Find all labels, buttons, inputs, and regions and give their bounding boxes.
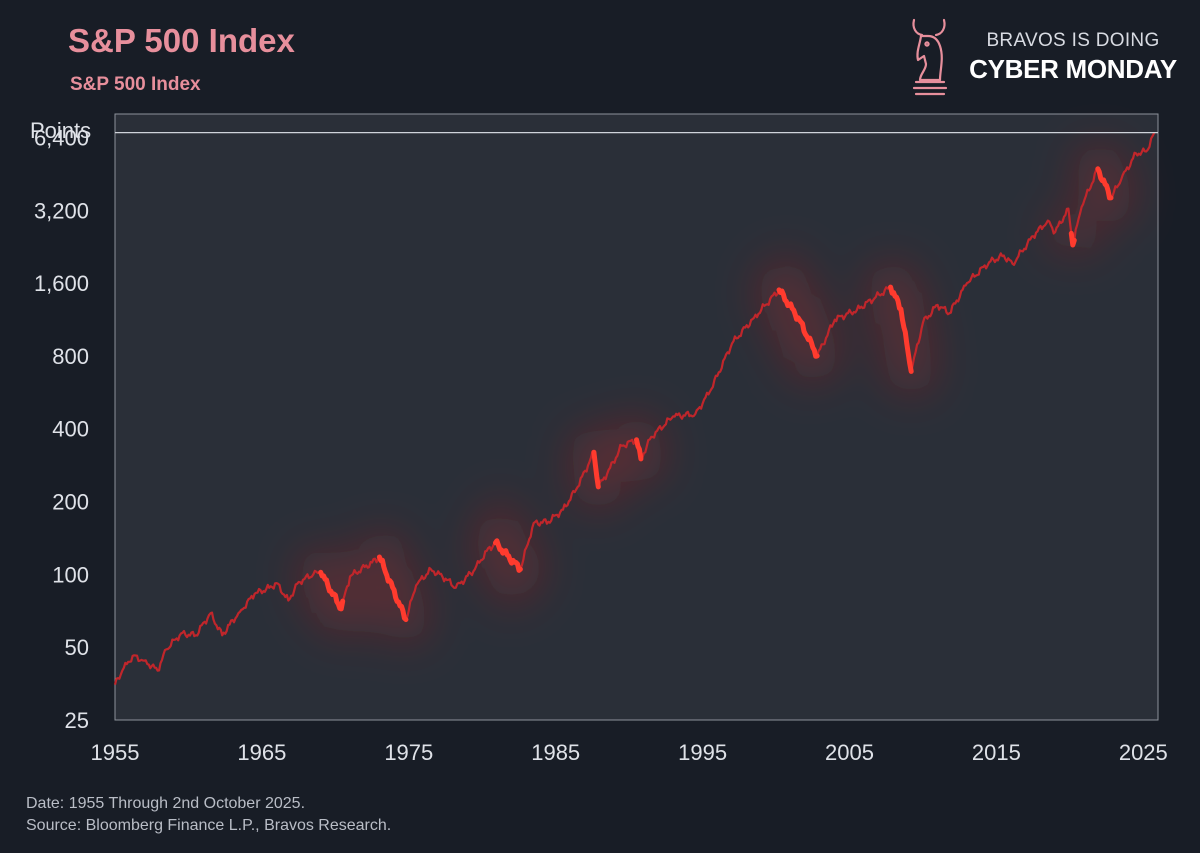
highlight-segment xyxy=(493,538,523,573)
y-tick-label: 800 xyxy=(52,344,89,369)
y-tick-label: 1,600 xyxy=(34,271,89,296)
x-tick-label: 1975 xyxy=(384,740,433,765)
y-axis-label: Points xyxy=(30,118,91,143)
y-tick-label: 50 xyxy=(65,635,89,660)
y-tick-label: 3,200 xyxy=(34,198,89,223)
x-tick-label: 1965 xyxy=(237,740,286,765)
x-tick-label: 2015 xyxy=(972,740,1021,765)
axis-layer: 25 50 100 200 400 800 1,600 3,200 6,400 1955 1965 1… xyxy=(34,125,1168,765)
footer-source-note: Source: Bloomberg Finance L.P., Bravos R… xyxy=(26,817,391,834)
highlight-segment xyxy=(318,569,346,612)
highlight-segment xyxy=(376,554,409,623)
x-tick-label: 1995 xyxy=(678,740,727,765)
highlight-segment xyxy=(888,284,914,374)
x-tick-label: 2025 xyxy=(1119,740,1168,765)
x-tick-label: 1955 xyxy=(91,740,140,765)
series-layer xyxy=(113,132,1156,685)
x-tick-label: 2005 xyxy=(825,740,874,765)
y-tick-label: 25 xyxy=(65,708,89,733)
highlight-segment xyxy=(591,449,601,490)
brand-promo: CYBER MONDAY xyxy=(969,54,1177,84)
chart-subtitle: S&P 500 Index xyxy=(70,74,201,95)
highlight-segment xyxy=(634,437,644,462)
chess-knight-bull-icon xyxy=(912,18,948,96)
y-tick-label: 6,400 xyxy=(34,125,89,150)
y-tick-label: 400 xyxy=(52,417,89,442)
y-tick-label: 200 xyxy=(52,490,89,515)
highlight-segment xyxy=(776,287,820,359)
y-tick-label: 100 xyxy=(52,562,89,587)
highlight-segment xyxy=(1068,230,1077,248)
series-line xyxy=(113,132,1156,685)
highlight-segment xyxy=(1095,166,1114,201)
x-tick-label: 1985 xyxy=(531,740,580,765)
chart-title: S&P 500 Index xyxy=(68,22,295,59)
footer-date-note: Date: 1955 Through 2nd October 2025. xyxy=(26,795,305,812)
brand-tagline: BRAVOS IS DOING xyxy=(986,30,1160,51)
